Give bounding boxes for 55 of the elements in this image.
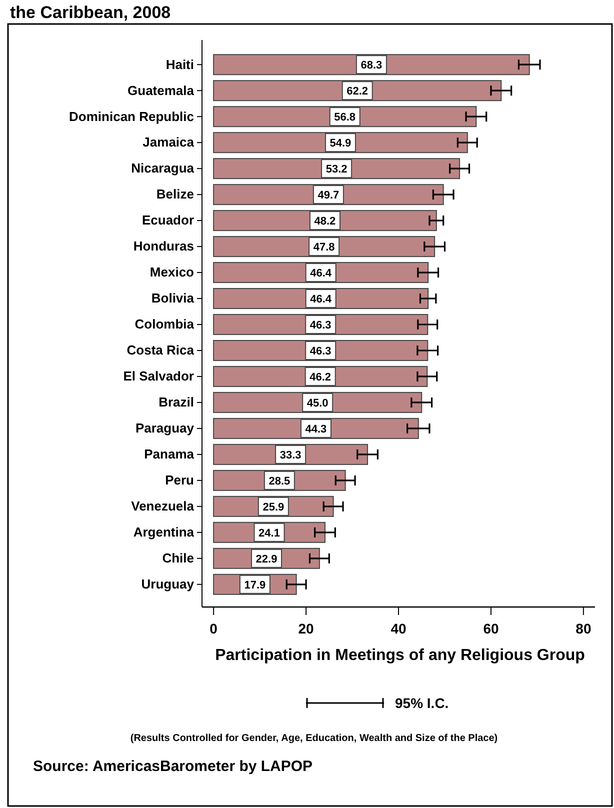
data-label: 46.2: [310, 371, 332, 384]
y-tick-label: Mexico: [150, 264, 194, 280]
y-tick-label: Belize: [156, 186, 194, 202]
data-label: 68.3: [360, 60, 382, 72]
y-tick-label: Colombia: [134, 316, 195, 332]
bar: [213, 54, 530, 76]
y-tick-label: Brazil: [158, 394, 194, 410]
y-tick-label: Nicaragua: [131, 160, 195, 176]
data-label: 49.7: [318, 190, 340, 202]
data-label: 56.8: [334, 112, 356, 124]
text: (Results Controlled for Gender, Age, Education, Wealth and Size of the Place): [130, 733, 498, 744]
bar: [213, 132, 468, 154]
x-axis-title: Participation in Meetings of any Religious Group: [215, 647, 586, 664]
data-label: 46.4: [310, 294, 332, 306]
y-tick-label: Chile: [162, 550, 194, 566]
data-label: 62.2: [346, 86, 368, 98]
y-tick-label: Argentina: [133, 524, 195, 540]
y-tick-label: Paraguay: [135, 420, 195, 436]
x-tick-label: 0: [210, 620, 218, 636]
y-tick-label: Peru: [165, 472, 194, 488]
data-label: 22.9: [256, 553, 278, 566]
data-label: 53.2: [326, 164, 348, 176]
x-tick-label: 60: [483, 620, 499, 636]
data-label: 25.9: [262, 501, 284, 514]
x-tick-label: 80: [576, 620, 592, 636]
data-label: 46.4: [310, 268, 332, 280]
y-tick-label: Bolivia: [151, 290, 195, 306]
bar: [213, 106, 477, 128]
chart-title: the Caribbean, 2008: [10, 3, 171, 22]
y-tick-label: Ecuador: [142, 212, 194, 228]
y-tick-label: Honduras: [133, 238, 194, 254]
data-label: 48.2: [314, 216, 336, 228]
y-tick-label: Guatemala: [128, 82, 195, 98]
data-label: 17.9: [244, 579, 266, 592]
y-tick-label: Venezuela: [131, 498, 195, 514]
data-label: 47.8: [313, 242, 335, 254]
legend-title: 95% I.C.: [395, 695, 449, 711]
x-tick-label: 40: [390, 620, 406, 636]
y-tick-label: El Salvador: [123, 368, 194, 384]
data-label: 24.1: [258, 527, 280, 540]
y-tick-label: Uruguay: [141, 576, 195, 592]
y-tick-label: Haiti: [166, 56, 194, 72]
y-tick-label: Jamaica: [142, 134, 195, 150]
data-label: 54.9: [330, 138, 352, 150]
y-tick-label: Costa Rica: [126, 342, 195, 358]
x-tick-label: 20: [298, 620, 314, 636]
data-label: 45.0: [306, 397, 328, 410]
source-note: Source: AmericasBarometer by LAPOP: [33, 758, 313, 775]
data-label: 46.3: [310, 345, 332, 358]
data-label: 44.3: [305, 423, 327, 436]
y-tick-label: Dominican Republic: [69, 108, 194, 124]
y-tick-label: Panama: [144, 446, 195, 462]
data-label: 46.3: [310, 320, 332, 332]
data-label: 33.3: [280, 449, 302, 462]
data-label: 28.5: [268, 475, 290, 488]
